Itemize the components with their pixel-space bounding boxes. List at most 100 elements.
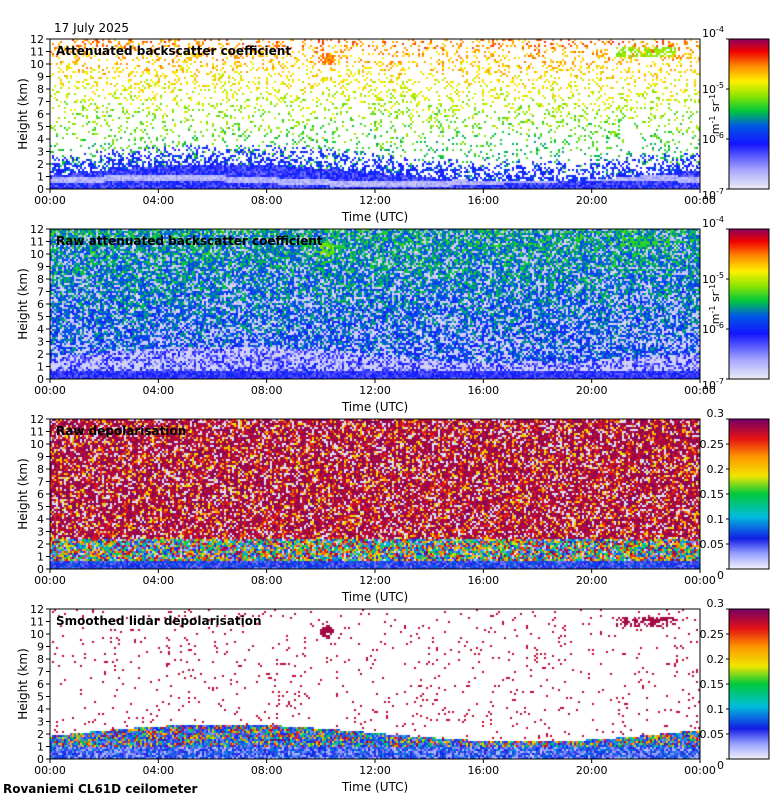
x-tick-label: 00:00 [684,574,716,587]
panel-3: Raw depolarisation0123456789101112Height… [16,407,770,604]
colorbar-tick-label: 0.1 [707,703,725,716]
y-tick-label: 12 [30,413,44,426]
x-tick-label: 08:00 [251,574,283,587]
x-tick-label: 12:00 [359,384,391,397]
y-tick-label: 5 [37,121,44,134]
x-tick-label: 00:00 [684,764,716,777]
y-tick-label: 12 [30,33,44,46]
colorbar-tick-label: 10-5 [702,81,724,96]
x-tick-label: 00:00 [34,764,66,777]
y-tick-label: 7 [37,96,44,109]
x-tick-label: 20:00 [576,764,608,777]
colorbar-tick-label: 10-6 [702,321,724,336]
colorbar-tick-label: 10-6 [702,131,724,146]
colorbar-tick-label: 0.15 [700,678,725,691]
y-tick-label: 9 [37,71,44,84]
heatmap-raster [50,39,700,189]
y-tick-label: 10 [30,628,44,641]
colorbar-tick-label: 0 [717,569,724,582]
colorbar-frame [728,38,770,190]
y-tick-label: 6 [37,488,44,501]
y-tick-label: 3 [37,146,44,159]
y-tick-label: 4 [37,323,44,336]
y-tick-label: 8 [37,83,44,96]
x-tick-label: 00:00 [34,574,66,587]
y-tick-label: 2 [37,348,44,361]
colorbar-gradient [729,609,769,759]
x-tick-label: 00:00 [34,384,66,397]
y-tick-label: 10 [30,248,44,261]
y-tick-label: 0 [37,183,44,196]
x-tick-label: 04:00 [142,574,174,587]
x-tick-label: 20:00 [576,194,608,207]
colorbar-gradient [729,39,769,189]
y-tick-label: 1 [37,551,44,564]
y-tick-label: 11 [30,616,44,629]
colorbar-tick-label: 0.3 [707,597,725,610]
y-tick-label: 10 [30,58,44,71]
y-axis-label: Height (km) [16,458,30,529]
y-tick-label: 6 [37,298,44,311]
heatmap-raster [50,609,700,759]
y-tick-label: 6 [37,108,44,121]
y-tick-label: 4 [37,703,44,716]
y-tick-label: 7 [37,286,44,299]
y-tick-label: 4 [37,133,44,146]
colorbar-tick-label: 10-5 [702,271,724,286]
colorbar-gradient [729,229,769,379]
date-label: 17 July 2025 [54,21,130,35]
y-tick-label: 1 [37,741,44,754]
colorbar-tick-label: 0.25 [700,438,725,451]
x-tick-label: 16:00 [467,764,499,777]
colorbar-gradient [729,419,769,569]
x-axis-label: Time (UTC) [341,590,408,604]
x-tick-label: 04:00 [142,764,174,777]
colorbar-tick-label: 10-7 [702,187,724,202]
colorbar-tick-label: 10-4 [702,215,724,230]
y-tick-label: 3 [37,526,44,539]
colorbar-unit-label: m-1 sr-1 [708,284,722,324]
y-axis-label: Height (km) [16,78,30,149]
panel-title: Attenuated backscatter coefficient [56,44,291,58]
y-tick-label: 3 [37,336,44,349]
y-tick-label: 11 [30,46,44,59]
y-tick-label: 9 [37,641,44,654]
colorbar-unit-label: m-1 sr-1 [708,94,722,134]
panel-2: Raw attenuated backscatter coefficient 0 1… [16,215,770,414]
y-tick-label: 12 [30,223,44,236]
y-tick-label: 5 [37,691,44,704]
heatmap-raster [50,229,700,379]
x-axis-label: Time (UTC) [341,400,408,414]
colorbar-tick-label: 0.2 [707,463,725,476]
y-tick-label: 8 [37,273,44,286]
x-tick-label: 08:00 [251,764,283,777]
y-tick-label: 4 [37,513,44,526]
y-tick-label: 2 [37,158,44,171]
y-axis-label: Height (km) [16,648,30,719]
y-tick-label: 11 [30,426,44,439]
x-tick-label: 16:00 [467,194,499,207]
x-tick-label: 00:00 [34,194,66,207]
x-tick-label: 00:00 [684,384,716,397]
colorbar-tick-label: 10-4 [702,25,724,40]
y-axis-label: Height (km) [16,268,30,339]
x-axis-label: Time (UTC) [341,210,408,224]
panel-title: Raw depolarisation [56,424,186,438]
y-tick-label: 0 [37,753,44,766]
colorbar-tick-label: 0.2 [707,653,725,666]
x-tick-label: 12:00 [359,764,391,777]
y-tick-label: 6 [37,678,44,691]
y-tick-label: 9 [37,261,44,274]
y-tick-label: 2 [37,538,44,551]
x-tick-label: 20:00 [576,384,608,397]
y-tick-label: 3 [37,716,44,729]
panel-title: Raw attenuated backscatter coefficient [56,234,323,248]
y-tick-label: 7 [37,666,44,679]
y-tick-label: 0 [37,373,44,386]
y-tick-label: 5 [37,501,44,514]
colorbar-tick-label: 0.3 [707,407,725,420]
x-axis-label: Time (UTC) [341,780,408,794]
colorbar-frame [728,228,770,380]
y-tick-label: 1 [37,171,44,184]
